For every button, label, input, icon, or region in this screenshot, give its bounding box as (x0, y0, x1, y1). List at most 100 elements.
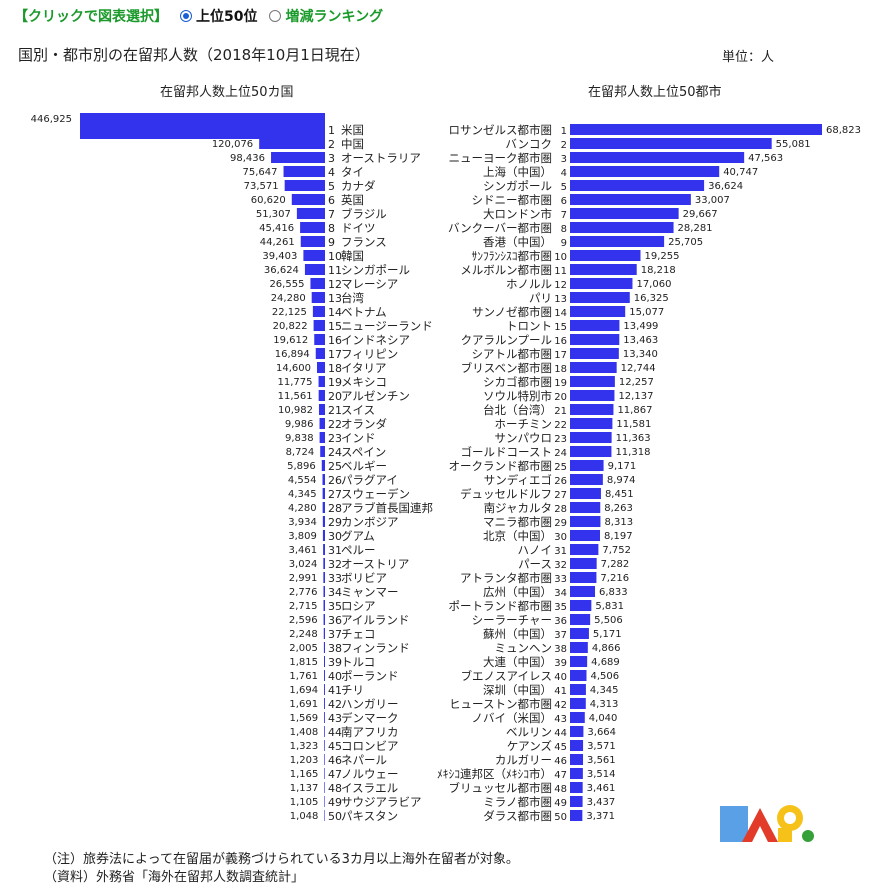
country-bar (271, 152, 325, 163)
city-bar (570, 530, 601, 541)
country-name-label: インドネシア (341, 333, 410, 347)
country-value-label: 4,280 (288, 503, 317, 514)
city-rank-label: 17 (554, 350, 567, 361)
city-bar (570, 628, 589, 639)
country-value-label: 9,838 (285, 433, 314, 444)
city-value-label: 55,081 (776, 139, 811, 150)
city-value-label: 11,581 (616, 419, 651, 430)
city-rank-label: 6 (561, 196, 567, 207)
country-value-label: 36,624 (264, 265, 299, 276)
country-rank-label: 15 (328, 320, 342, 333)
city-bar (570, 656, 588, 667)
city-rank-label: 18 (554, 364, 567, 375)
country-bar (300, 222, 325, 233)
country-name-label: スペイン (341, 445, 386, 459)
city-bar (570, 726, 584, 737)
country-name-label: ノルウェー (341, 767, 399, 781)
country-value-label: 2,005 (289, 643, 318, 654)
city-value-label: 4,313 (590, 699, 619, 710)
city-name-label: ホノルル (506, 277, 552, 291)
country-bar (319, 418, 325, 429)
city-bar (570, 572, 597, 583)
country-bar (324, 768, 325, 779)
country-value-label: 8,724 (286, 447, 315, 458)
country-rank-label: 39 (328, 656, 342, 669)
country-rank-label: 31 (328, 544, 342, 557)
country-value-label: 446,925 (31, 114, 72, 125)
city-value-label: 8,313 (604, 517, 633, 528)
option-top50[interactable]: 上位50位 (180, 6, 257, 26)
country-name-label: 中国 (341, 137, 364, 151)
country-name-label: インド (341, 431, 376, 445)
radio-unselected-icon[interactable] (269, 10, 282, 22)
city-name-label: マニラ都市圏 (483, 515, 552, 529)
country-name-label: パキスタン (341, 809, 398, 823)
city-bar (570, 782, 583, 793)
source-note: （資料）外務省「海外在留邦人数調査統計」 (44, 870, 305, 885)
option-change-ranking-label[interactable]: 増減ランキング (285, 9, 384, 25)
city-value-label: 13,499 (623, 321, 658, 332)
city-bar (570, 292, 630, 303)
country-name-label: チリ (341, 683, 364, 697)
country-value-label: 9,986 (285, 419, 314, 430)
country-rank-label: 30 (328, 530, 342, 543)
country-rank-label: 23 (328, 432, 342, 445)
country-value-label: 2,596 (289, 615, 318, 626)
country-value-label: 1,105 (290, 797, 319, 808)
city-rank-label: 7 (561, 210, 567, 221)
city-rank-label: 8 (561, 224, 567, 235)
country-rank-label: 45 (328, 740, 342, 753)
option-change-ranking[interactable]: 増減ランキング (269, 6, 383, 26)
country-bar (259, 138, 325, 149)
country-value-label: 2,248 (289, 629, 318, 640)
country-name-label: スイス (341, 403, 375, 417)
country-bar (291, 194, 325, 205)
country-bar (310, 278, 325, 289)
city-bar (570, 222, 674, 233)
city-value-label: 3,461 (587, 783, 616, 794)
page-title: 国別・都市別の在留邦人数（2018年10月1日現在） (18, 46, 370, 64)
city-value-label: 33,007 (695, 195, 730, 206)
city-value-label: 3,571 (587, 741, 616, 752)
option-top50-label[interactable]: 上位50位 (196, 9, 258, 25)
city-rank-label: 25 (554, 462, 567, 473)
country-value-label: 1,691 (289, 699, 318, 710)
country-value-label: 10,982 (278, 405, 313, 416)
country-name-label: 南アフリカ (341, 725, 399, 739)
city-bar (570, 278, 633, 289)
city-value-label: 3,371 (586, 811, 615, 822)
city-rank-label: 39 (554, 658, 567, 669)
country-value-label: 3,024 (289, 559, 318, 570)
country-rank-label: 25 (328, 460, 342, 473)
country-bar (314, 334, 325, 345)
country-bar (304, 264, 325, 275)
country-name-label: アルゼンチン (341, 389, 410, 403)
country-name-label: ペルー (341, 543, 376, 557)
country-value-label: 1,048 (290, 811, 319, 822)
city-bar (570, 516, 601, 527)
country-name-label: ロシア (341, 599, 376, 613)
city-value-label: 28,281 (678, 223, 713, 234)
city-bar (570, 642, 588, 653)
city-name-label: オークランド都市圏 (449, 459, 553, 473)
city-name-label: デュッセルドルフ (460, 487, 552, 501)
country-name-label: 米国 (341, 123, 364, 137)
city-bar (570, 236, 665, 247)
city-bar (570, 474, 603, 485)
city-value-label: 15,077 (629, 307, 664, 318)
radio-selected-icon[interactable] (180, 10, 192, 22)
city-name-label: シカゴ都市圏 (483, 375, 552, 389)
country-value-label: 1,323 (290, 741, 319, 752)
country-rank-label: 6 (328, 194, 335, 207)
country-rank-label: 33 (328, 572, 342, 585)
city-bar (570, 320, 620, 331)
city-bar (570, 754, 584, 765)
city-rank-label: 50 (554, 812, 567, 823)
city-name-label: ゴールドコースト (461, 445, 552, 459)
country-value-label: 11,561 (278, 391, 313, 402)
country-bar (324, 740, 325, 751)
country-rank-label: 14 (328, 306, 342, 319)
country-name-label: サウジアラビア (341, 795, 422, 809)
city-value-label: 40,747 (723, 167, 758, 178)
country-name-label: カンボジア (341, 515, 399, 529)
